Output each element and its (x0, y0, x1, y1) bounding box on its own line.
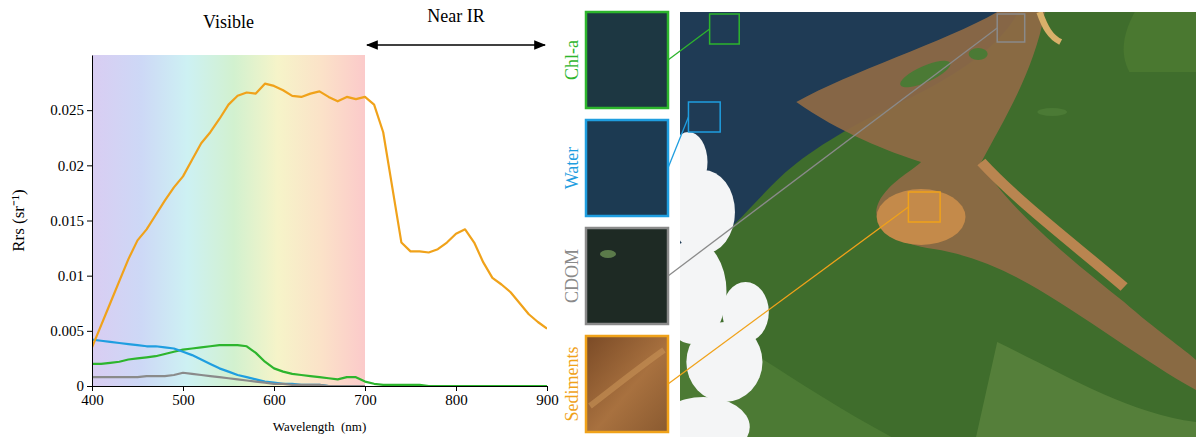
cloud (680, 132, 707, 192)
tick: 0.02 (58, 158, 92, 174)
tick-mark (365, 386, 366, 391)
inset (586, 120, 668, 216)
sample-box (688, 102, 720, 132)
tick-mark (87, 276, 92, 277)
annotation-label: Near IR (427, 6, 484, 26)
inset (586, 228, 668, 324)
axis-title: Rrs (sr⁻¹) (9, 189, 28, 252)
tick-mark (87, 221, 92, 222)
inset-detail (600, 250, 616, 258)
tick: 800 (445, 386, 468, 408)
tick-label: 0.025 (50, 102, 84, 118)
island (969, 48, 988, 60)
axis-title: Wavelength (nm) (273, 419, 367, 434)
tick-mark (87, 386, 92, 387)
tick-label: 500 (172, 392, 195, 408)
sample-box (710, 14, 740, 44)
inset (586, 336, 668, 432)
tick: 0.015 (50, 213, 92, 229)
tick: 400 (81, 386, 104, 408)
cloud (680, 397, 750, 437)
sample-box (908, 192, 940, 222)
tick: 700 (354, 386, 377, 408)
cloud (722, 282, 769, 342)
tick-mark (274, 386, 275, 391)
range-arrow (367, 44, 545, 46)
inset-detail (590, 350, 664, 406)
tick-label: 800 (445, 392, 468, 408)
sediment-plume (796, 12, 1196, 390)
axis-line (92, 56, 93, 387)
scene (680, 12, 1196, 437)
tick-label: 600 (263, 392, 286, 408)
leader-line (668, 207, 908, 384)
inset (586, 12, 668, 108)
tick: 0.005 (50, 323, 92, 339)
annotation-label: Visible (203, 12, 254, 32)
leader-line (668, 28, 997, 276)
axis-line (93, 386, 548, 387)
tick-label: 0.005 (50, 323, 84, 339)
tick-mark (183, 386, 184, 391)
tick-label: 0 (77, 378, 85, 394)
lines (92, 84, 547, 386)
tick-mark (87, 331, 92, 332)
tick-mark (87, 110, 92, 111)
tick-label: 0.02 (58, 158, 84, 174)
tick-label: 0.01 (58, 268, 84, 284)
figure: Visible Near IR 400 500 600 700 800 900 0 0.005 0.… (0, 0, 1202, 441)
tick-label: 0.015 (50, 213, 84, 229)
tick: 600 (263, 386, 286, 408)
island (897, 56, 954, 92)
leader-line (668, 117, 688, 168)
y-axis: 0 0.005 0.01 0.015 0.02 0.025 (50, 56, 92, 395)
tick-label: 400 (81, 392, 104, 408)
inset-label: CDOM (562, 249, 582, 303)
leader-line (668, 29, 710, 60)
tick: 0.01 (58, 268, 92, 284)
tick-label: 700 (354, 392, 377, 408)
sediment-core (877, 189, 966, 245)
inset-label: Water (562, 147, 582, 190)
tick: 0.025 (50, 102, 92, 118)
series-line (92, 84, 547, 348)
series-line (92, 345, 547, 386)
tick-mark (456, 386, 457, 391)
series-line (92, 340, 365, 386)
land-detail (1124, 12, 1196, 72)
series-line (92, 373, 365, 386)
inset-label: Sediments (562, 347, 582, 422)
sample-box (997, 14, 1024, 42)
tick-mark (92, 386, 93, 391)
land (680, 12, 1196, 437)
sediment-river (981, 162, 1124, 287)
tick-mark (87, 165, 92, 166)
inset-label: Chl-a (562, 40, 582, 80)
tick: 900 (536, 386, 559, 408)
tick-label: 900 (536, 392, 559, 408)
tick-mark (547, 386, 548, 391)
x-axis: 400 500 600 700 800 900 (81, 386, 559, 408)
scene-content (680, 12, 1196, 437)
shore (1040, 12, 1061, 42)
island (1037, 108, 1067, 116)
tick: 0 (77, 378, 93, 394)
tick: 500 (172, 386, 195, 408)
